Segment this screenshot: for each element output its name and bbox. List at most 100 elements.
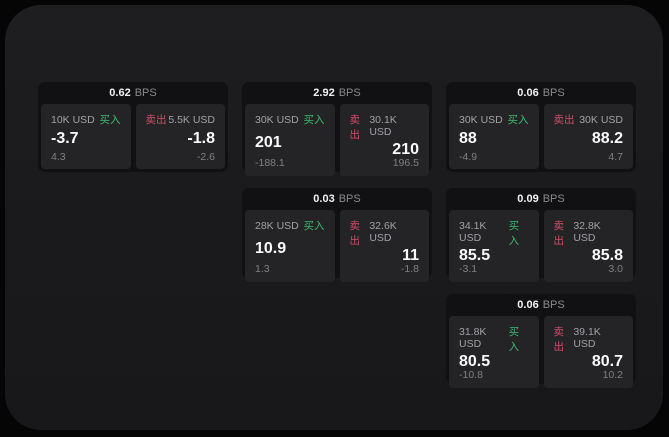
buy-label: 买入 bbox=[303, 114, 325, 126]
sell-amount: 32.8K USD bbox=[573, 220, 601, 244]
buy-panel[interactable]: 28K USD 买入 10.9 1.3 bbox=[245, 210, 335, 282]
buy-value: -3.7 bbox=[51, 130, 79, 148]
bps-header: 0.62 BPS bbox=[41, 82, 225, 104]
quote-card-grid: 0.62 BPS 10K USD 买入 -3.7 4.3 卖出 5.5K USD bbox=[38, 82, 636, 388]
sell-panel[interactable]: 卖出 30.1K USD 210 196.5 bbox=[339, 104, 429, 176]
bps-value: 0.06 bbox=[517, 299, 539, 311]
sell-value: 80.7 bbox=[591, 353, 623, 370]
sell-label: 卖出 bbox=[349, 220, 361, 247]
sell-sub-value: 196.5 bbox=[392, 157, 419, 169]
buy-value: 88 bbox=[459, 130, 477, 148]
sell-amount: 30K USD bbox=[579, 114, 623, 126]
buy-label: 买入 bbox=[508, 326, 520, 353]
sell-value: 11 bbox=[402, 247, 419, 264]
buy-amount: 30K USD bbox=[255, 114, 299, 126]
panels: 34.1K USD 买入 85.5 -3.1 卖出 32.8K USD 85.8… bbox=[449, 210, 633, 282]
buy-label: 买入 bbox=[303, 220, 325, 232]
buy-panel[interactable]: 30K USD 买入 201 -188.1 bbox=[245, 104, 335, 176]
sell-sub-value: 3.0 bbox=[608, 263, 623, 275]
sell-panel[interactable]: 卖出 5.5K USD -1.8 -2.6 bbox=[135, 104, 225, 169]
sell-label: 卖出 bbox=[553, 114, 575, 126]
buy-label: 买入 bbox=[508, 220, 520, 247]
buy-panel-top: 30K USD 买入 bbox=[255, 112, 325, 127]
buy-amount: 28K USD bbox=[255, 220, 299, 232]
bps-value: 0.09 bbox=[517, 193, 539, 205]
buy-label: 买入 bbox=[99, 114, 121, 126]
sell-sub-value: -1.8 bbox=[400, 263, 419, 275]
buy-panel[interactable]: 31.8K USD 买入 80.5 -10.8 bbox=[449, 316, 539, 388]
bps-header: 0.06 BPS bbox=[449, 294, 633, 316]
sell-panel-top: 卖出 30K USD bbox=[554, 112, 624, 127]
sell-panel[interactable]: 卖出 32.6K USD 11 -1.8 bbox=[339, 210, 429, 282]
sell-panel[interactable]: 卖出 39.1K USD 80.7 10.2 bbox=[543, 316, 633, 388]
buy-panel-top: 31.8K USD 买入 bbox=[459, 324, 529, 354]
sell-amount: 39.1K USD bbox=[573, 326, 601, 350]
buy-value: 10.9 bbox=[255, 239, 287, 257]
sell-panel-top: 卖出 39.1K USD bbox=[554, 324, 624, 354]
sell-value: 85.8 bbox=[591, 247, 623, 264]
sell-label: 卖出 bbox=[145, 114, 167, 126]
panels: 28K USD 买入 10.9 1.3 卖出 32.6K USD 11 -1.8 bbox=[245, 210, 429, 282]
bps-unit-label: BPS bbox=[542, 193, 565, 205]
bps-unit-label: BPS bbox=[542, 87, 565, 99]
buy-amount: 30K USD bbox=[459, 114, 503, 126]
panels: 30K USD 买入 88 -4.9 卖出 30K USD 88.2 4.7 bbox=[449, 104, 633, 169]
sell-panel[interactable]: 卖出 32.8K USD 85.8 3.0 bbox=[543, 210, 633, 282]
quote-card: 0.62 BPS 10K USD 买入 -3.7 4.3 卖出 5.5K USD bbox=[38, 82, 228, 172]
buy-panel[interactable]: 10K USD 买入 -3.7 4.3 bbox=[41, 104, 131, 169]
bps-value: 0.62 bbox=[109, 87, 131, 99]
buy-sub-value: -10.8 bbox=[459, 369, 483, 381]
bps-unit-label: BPS bbox=[338, 193, 361, 205]
buy-value: 85.5 bbox=[459, 247, 491, 264]
bps-value: 0.06 bbox=[517, 87, 539, 99]
bps-unit-label: BPS bbox=[338, 87, 361, 99]
quote-card: 0.03 BPS 28K USD 买入 10.9 1.3 卖出 32.6K US… bbox=[242, 188, 432, 282]
app-window: 0.62 BPS 10K USD 买入 -3.7 4.3 卖出 5.5K USD bbox=[5, 5, 663, 430]
sell-panel-top: 卖出 30.1K USD bbox=[350, 112, 420, 142]
buy-sub-value: 1.3 bbox=[255, 263, 270, 275]
buy-sub-value: 4.3 bbox=[51, 150, 66, 163]
buy-label: 买入 bbox=[507, 114, 529, 126]
sell-value: -1.8 bbox=[187, 130, 215, 148]
panels: 30K USD 买入 201 -188.1 卖出 30.1K USD 210 1… bbox=[245, 104, 429, 176]
bps-unit-label: BPS bbox=[134, 87, 157, 99]
buy-panel[interactable]: 30K USD 买入 88 -4.9 bbox=[449, 104, 539, 169]
buy-panel-top: 10K USD 买入 bbox=[51, 112, 121, 127]
sell-panel-top: 卖出 32.8K USD bbox=[554, 218, 624, 248]
buy-sub-value: -188.1 bbox=[255, 157, 285, 169]
panels: 10K USD 买入 -3.7 4.3 卖出 5.5K USD -1.8 -2.… bbox=[41, 104, 225, 169]
quote-card: 2.92 BPS 30K USD 买入 201 -188.1 卖出 30.1K … bbox=[242, 82, 432, 176]
sell-label: 卖出 bbox=[553, 326, 565, 353]
sell-amount: 5.5K USD bbox=[168, 114, 215, 126]
buy-panel-top: 34.1K USD 买入 bbox=[459, 218, 529, 248]
bps-value: 2.92 bbox=[313, 87, 335, 99]
quote-card: 0.06 BPS 31.8K USD 买入 80.5 -10.8 卖出 39.1… bbox=[446, 294, 636, 388]
buy-amount: 31.8K USD bbox=[459, 326, 487, 350]
sell-panel[interactable]: 卖出 30K USD 88.2 4.7 bbox=[543, 104, 633, 169]
sell-panel-top: 卖出 32.6K USD bbox=[350, 218, 420, 248]
sell-amount: 30.1K USD bbox=[369, 114, 397, 138]
sell-panel-top: 卖出 5.5K USD bbox=[146, 112, 216, 127]
bps-value: 0.03 bbox=[313, 193, 335, 205]
sell-amount: 32.6K USD bbox=[369, 220, 397, 244]
sell-sub-value: -2.6 bbox=[196, 150, 215, 163]
buy-sub-value: -4.9 bbox=[459, 150, 478, 163]
bps-header: 0.06 BPS bbox=[449, 82, 633, 104]
sell-value: 210 bbox=[392, 141, 419, 158]
sell-sub-value: 4.7 bbox=[608, 150, 623, 163]
sell-label: 卖出 bbox=[349, 114, 361, 141]
buy-panel[interactable]: 34.1K USD 买入 85.5 -3.1 bbox=[449, 210, 539, 282]
bps-header: 0.03 BPS bbox=[245, 188, 429, 210]
bps-unit-label: BPS bbox=[542, 299, 565, 311]
buy-value: 80.5 bbox=[459, 353, 491, 370]
sell-sub-value: 10.2 bbox=[602, 369, 623, 381]
quote-card: 0.06 BPS 30K USD 买入 88 -4.9 卖出 30K USD bbox=[446, 82, 636, 172]
panels: 31.8K USD 买入 80.5 -10.8 卖出 39.1K USD 80.… bbox=[449, 316, 633, 388]
bps-header: 2.92 BPS bbox=[245, 82, 429, 104]
buy-amount: 34.1K USD bbox=[459, 220, 487, 244]
bps-header: 0.09 BPS bbox=[449, 188, 633, 210]
buy-sub-value: -3.1 bbox=[459, 263, 478, 275]
sell-value: 88.2 bbox=[591, 130, 623, 148]
sell-label: 卖出 bbox=[553, 220, 565, 247]
buy-panel-top: 28K USD 买入 bbox=[255, 218, 325, 233]
